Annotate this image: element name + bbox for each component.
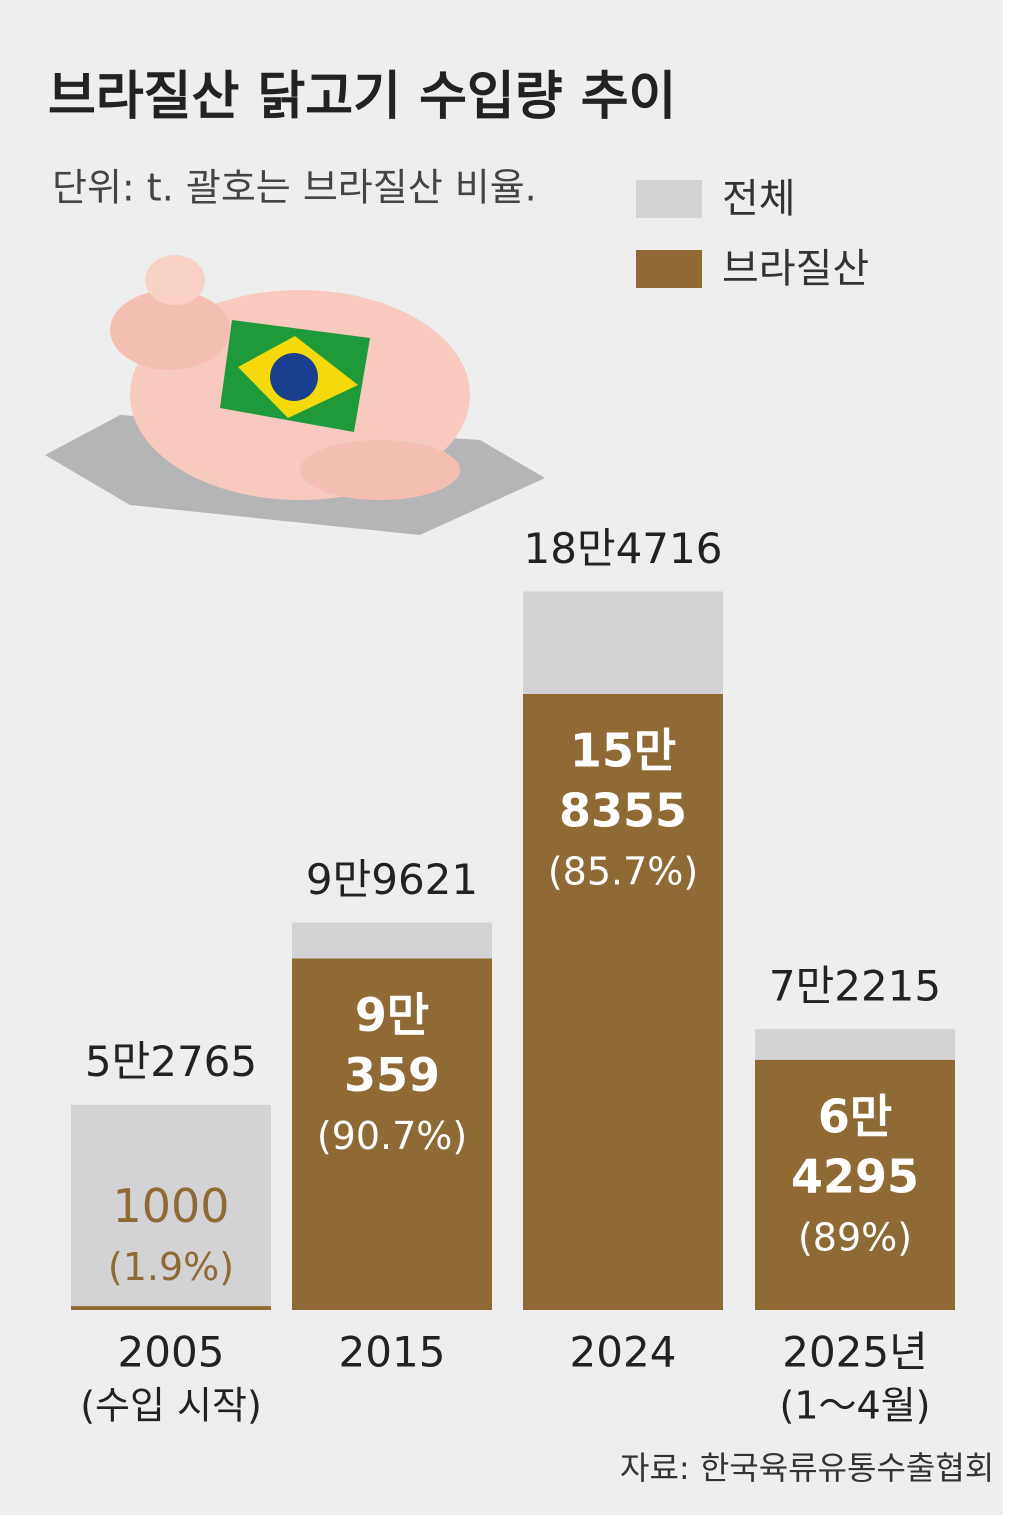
x-tick-label: 2015	[339, 1328, 446, 1377]
total-label: 7만2215	[769, 962, 941, 1011]
legend-swatch	[636, 180, 702, 218]
share-label: (1.9%)	[108, 1245, 234, 1289]
illustration	[45, 255, 545, 535]
bar-brazil	[755, 1059, 955, 1310]
total-label: 9만9621	[306, 855, 478, 904]
x-tick-note: (수입 시작)	[80, 1384, 262, 1428]
brazil-label: 359	[344, 1048, 440, 1102]
x-tick-label: 2025년	[782, 1328, 928, 1377]
bar-total	[71, 1104, 271, 1310]
flag-circle	[270, 353, 318, 401]
chicken-wing	[300, 440, 460, 500]
chart-subtitle: 단위: t. 괄호는 브라질산 비율.	[52, 166, 537, 210]
x-tick-label: 2005	[118, 1328, 225, 1377]
bar-brazil	[292, 958, 492, 1310]
legend-label: 브라질산	[722, 246, 869, 292]
brazil-label: 15만	[570, 723, 676, 777]
chicken-leg	[145, 255, 205, 305]
total-label: 18만4716	[524, 524, 723, 573]
bar-brazil	[523, 693, 723, 1310]
source: 자료: 한국육류유통수출협회	[620, 1449, 994, 1487]
chicken-leg	[110, 290, 230, 370]
brazil-label: 9만	[355, 988, 429, 1042]
chart-title: 브라질산 닭고기 수입량 추이	[48, 67, 676, 127]
share-label: (89%)	[798, 1215, 912, 1259]
brazil-label: 8355	[559, 783, 687, 837]
brazil-label: 4295	[791, 1149, 919, 1203]
brazil-label: 1000	[112, 1179, 229, 1233]
brazil-label: 6만	[818, 1089, 892, 1143]
legend-label: 전체	[722, 176, 796, 222]
bar-brazil	[71, 1306, 271, 1310]
x-tick-note: (1～4월)	[780, 1384, 931, 1428]
x-tick-label: 2024	[570, 1328, 677, 1377]
total-label: 5만2765	[85, 1037, 257, 1086]
share-label: (90.7%)	[317, 1114, 467, 1158]
legend-swatch	[636, 250, 702, 288]
share-label: (85.7%)	[548, 849, 698, 893]
